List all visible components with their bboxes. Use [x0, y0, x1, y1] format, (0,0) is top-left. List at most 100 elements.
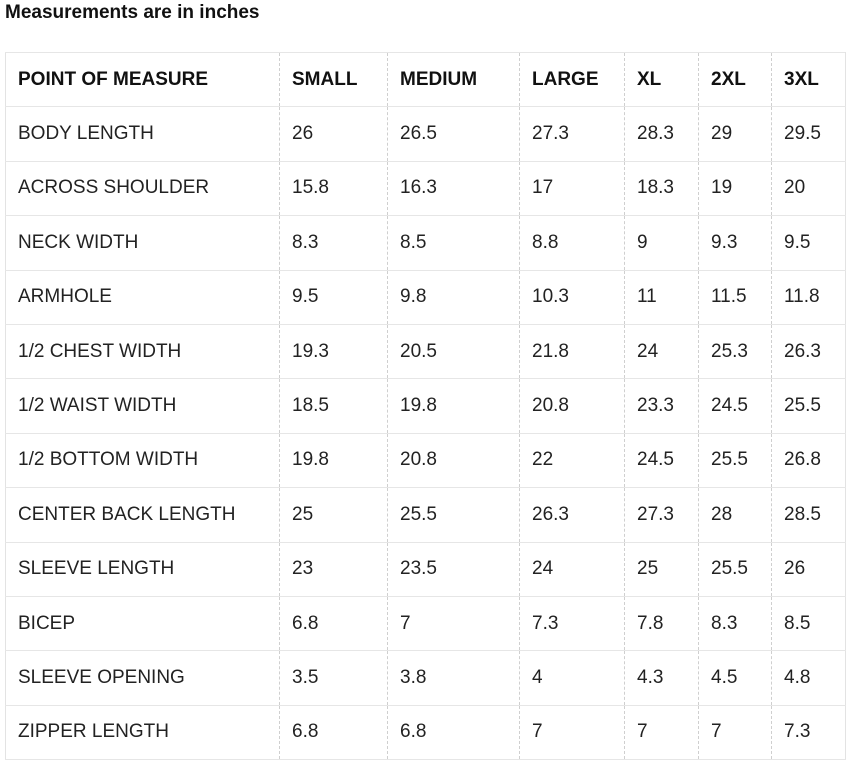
size-cell: 20.5: [387, 323, 520, 380]
size-cell: 26.3: [519, 487, 625, 543]
column-header: XL: [624, 51, 699, 108]
row-label: ZIPPER LENGTH: [5, 704, 280, 760]
size-cell: 24.5: [624, 432, 699, 489]
page-title: Measurements are in inches: [5, 2, 260, 23]
size-cell: 8.5: [387, 215, 520, 271]
size-table: POINT OF MEASURE SMALL MEDIUM LARGE XL 2XL 3XL…: [5, 51, 846, 760]
size-cell: 28.3: [624, 106, 699, 162]
size-cell: 9.3: [698, 215, 772, 271]
size-cell: 7: [624, 704, 699, 760]
size-cell: 23.5: [387, 541, 520, 597]
size-cell: 10.3: [519, 269, 625, 325]
row-label: 1/2 WAIST WIDTH: [5, 378, 280, 434]
size-cell: 8.3: [698, 595, 772, 652]
size-cell: 26: [279, 106, 388, 162]
size-cell: 7.3: [771, 704, 846, 760]
size-cell: 4: [519, 650, 625, 706]
size-cell: 29: [698, 106, 772, 162]
size-cell: 11: [624, 269, 699, 325]
column-header: POINT OF MEASURE: [5, 51, 280, 108]
table-row: 1/2 WAIST WIDTH 18.5 19.8 20.8 23.3 24.5 25.5: [5, 378, 846, 434]
size-cell: 11.8: [771, 269, 846, 325]
size-cell: 24.5: [698, 378, 772, 434]
table-row: SLEEVE LENGTH 23 23.5 24 25 25.5 26: [5, 541, 846, 597]
table-row: SLEEVE OPENING 3.5 3.8 4 4.3 4.5 4.8: [5, 650, 846, 706]
size-cell: 9: [624, 215, 699, 271]
table-row: 1/2 BOTTOM WIDTH 19.8 20.8 22 24.5 25.5 26.8: [5, 432, 846, 489]
size-cell: 19.3: [279, 323, 388, 380]
row-label: 1/2 CHEST WIDTH: [5, 323, 280, 380]
size-cell: 11.5: [698, 269, 772, 325]
table-row: 1/2 CHEST WIDTH 19.3 20.5 21.8 24 25.3 26.3: [5, 323, 846, 380]
size-cell: 7.8: [624, 595, 699, 652]
table-row: BODY LENGTH 26 26.5 27.3 28.3 29 29.5: [5, 106, 846, 162]
size-cell: 9.5: [279, 269, 388, 325]
table-row: BICEP 6.8 7 7.3 7.8 8.3 8.5: [5, 595, 846, 652]
size-cell: 25.5: [698, 541, 772, 597]
size-cell: 6.8: [279, 595, 388, 652]
table-row: CENTER BACK LENGTH 25 25.5 26.3 27.3 28 28.5: [5, 487, 846, 543]
size-cell: 6.8: [387, 704, 520, 760]
size-cell: 7: [519, 704, 625, 760]
size-cell: 4.5: [698, 650, 772, 706]
row-label: ACROSS SHOULDER: [5, 160, 280, 217]
header-row: POINT OF MEASURE SMALL MEDIUM LARGE XL 2XL 3XL: [5, 51, 846, 108]
size-cell: 3.8: [387, 650, 520, 706]
size-cell: 19.8: [387, 378, 520, 434]
size-cell: 9.5: [771, 215, 846, 271]
size-cell: 25.3: [698, 323, 772, 380]
size-cell: 25: [279, 487, 388, 543]
column-header: MEDIUM: [387, 51, 520, 108]
size-cell: 19.8: [279, 432, 388, 489]
size-cell: 22: [519, 432, 625, 489]
size-cell: 29.5: [771, 106, 846, 162]
size-cell: 27.3: [519, 106, 625, 162]
table-head: POINT OF MEASURE SMALL MEDIUM LARGE XL 2XL 3XL: [5, 51, 846, 108]
size-cell: 16.3: [387, 160, 520, 217]
size-cell: 18.5: [279, 378, 388, 434]
size-cell: 4.8: [771, 650, 846, 706]
size-cell: 15.8: [279, 160, 388, 217]
size-cell: 9.8: [387, 269, 520, 325]
size-cell: 23: [279, 541, 388, 597]
row-label: BICEP: [5, 595, 280, 652]
size-cell: 25: [624, 541, 699, 597]
row-label: BODY LENGTH: [5, 106, 280, 162]
row-label: CENTER BACK LENGTH: [5, 487, 280, 543]
column-header: 3XL: [771, 51, 846, 108]
table-row: ACROSS SHOULDER 15.8 16.3 17 18.3 19 20: [5, 160, 846, 217]
column-header: SMALL: [279, 51, 388, 108]
size-cell: 26.8: [771, 432, 846, 489]
size-cell: 25.5: [771, 378, 846, 434]
table-row: ARMHOLE 9.5 9.8 10.3 11 11.5 11.8: [5, 269, 846, 325]
table-row: ZIPPER LENGTH 6.8 6.8 7 7 7 7.3: [5, 704, 846, 760]
size-cell: 7: [698, 704, 772, 760]
table-row: NECK WIDTH 8.3 8.5 8.8 9 9.3 9.5: [5, 215, 846, 271]
size-cell: 28.5: [771, 487, 846, 543]
size-cell: 8.3: [279, 215, 388, 271]
column-header: 2XL: [698, 51, 772, 108]
size-cell: 26.3: [771, 323, 846, 380]
size-cell: 20: [771, 160, 846, 217]
size-cell: 3.5: [279, 650, 388, 706]
size-cell: 23.3: [624, 378, 699, 434]
size-cell: 20.8: [519, 378, 625, 434]
row-label: 1/2 BOTTOM WIDTH: [5, 432, 280, 489]
size-cell: 7: [387, 595, 520, 652]
size-cell: 17: [519, 160, 625, 217]
row-label: SLEEVE OPENING: [5, 650, 280, 706]
column-header: LARGE: [519, 51, 625, 108]
size-cell: 26: [771, 541, 846, 597]
size-cell: 19: [698, 160, 772, 217]
size-cell: 18.3: [624, 160, 699, 217]
size-cell: 25.5: [387, 487, 520, 543]
size-cell: 26.5: [387, 106, 520, 162]
size-cell: 8.8: [519, 215, 625, 271]
size-cell: 20.8: [387, 432, 520, 489]
size-cell: 7.3: [519, 595, 625, 652]
size-cell: 6.8: [279, 704, 388, 760]
size-cell: 28: [698, 487, 772, 543]
size-cell: 25.5: [698, 432, 772, 489]
row-label: ARMHOLE: [5, 269, 280, 325]
table-body: BODY LENGTH 26 26.5 27.3 28.3 29 29.5 ACROSS SH…: [5, 106, 846, 760]
